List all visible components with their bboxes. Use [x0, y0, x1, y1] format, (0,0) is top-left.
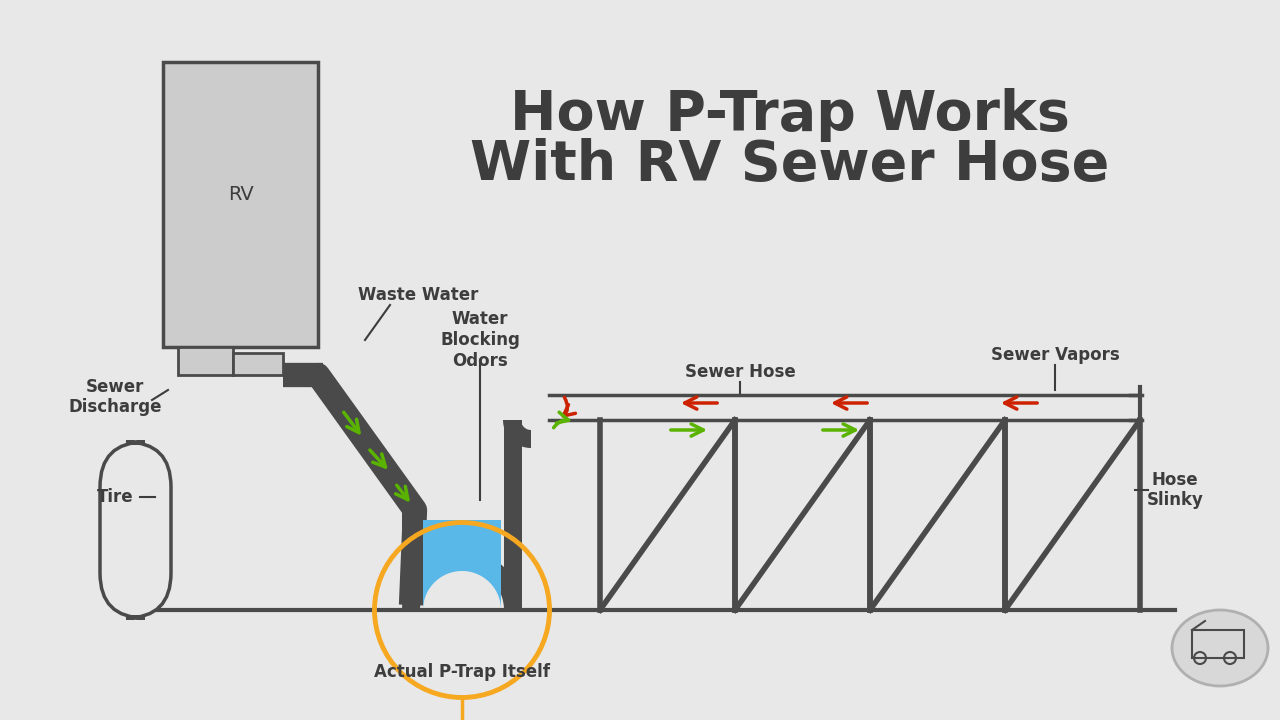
Polygon shape: [402, 550, 522, 610]
Text: With RV Sewer Hose: With RV Sewer Hose: [470, 138, 1110, 192]
Bar: [233, 353, 283, 375]
Text: Water
Blocking
Odors: Water Blocking Odors: [440, 310, 520, 370]
Ellipse shape: [1172, 610, 1268, 686]
Text: Actual P-Trap Itself: Actual P-Trap Itself: [374, 663, 550, 681]
Bar: [504, 420, 522, 610]
Bar: [178, 347, 233, 375]
Polygon shape: [503, 420, 531, 448]
Polygon shape: [422, 520, 500, 610]
Text: Sewer Vapors: Sewer Vapors: [991, 346, 1120, 364]
Text: Waste Water: Waste Water: [358, 286, 479, 304]
Text: Tire: Tire: [97, 488, 133, 506]
FancyBboxPatch shape: [100, 442, 172, 618]
Bar: [402, 513, 420, 605]
Bar: [163, 62, 317, 347]
Text: Sewer Hose: Sewer Hose: [685, 363, 795, 381]
Text: RV: RV: [228, 185, 253, 204]
Text: Hose
Slinky: Hose Slinky: [1147, 471, 1203, 510]
Bar: [1192, 630, 1244, 658]
Text: How P-Trap Works: How P-Trap Works: [509, 88, 1070, 142]
Text: Sewer
Discharge: Sewer Discharge: [68, 377, 161, 416]
